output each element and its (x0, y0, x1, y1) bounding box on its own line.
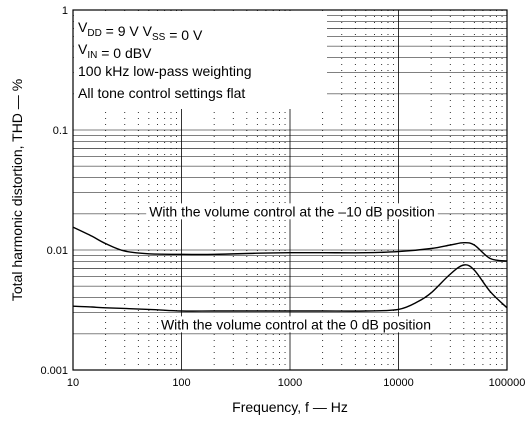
series-line (72, 226, 508, 262)
tick-labels: 10 100 1000 10000 100000 0.001 0.01 0.1 1 (40, 5, 525, 389)
x-tick-label: 10000 (383, 377, 414, 389)
plot-frame (72, 9, 508, 371)
x-tick-label: 100 (172, 377, 190, 389)
condition-line: VIN = 0 dBV (78, 41, 152, 61)
y-tick-label: 1 (62, 5, 68, 17)
series-curves (72, 226, 508, 312)
x-tick-label: 1000 (278, 377, 302, 389)
x-tick-label: 10 (67, 377, 79, 389)
condition-line: VDD = 9 V VSS = 0 V (78, 19, 203, 43)
series-label-group: With the volume control at the 0 dB posi… (157, 316, 435, 333)
x-axis-title: Frequency, f — Hz (232, 399, 348, 415)
conditions-note-backing (74, 11, 327, 109)
series-label-group: With the volume control at the –10 dB po… (146, 203, 438, 220)
series-label-backing (146, 203, 438, 220)
series-label: With the volume control at the –10 dB po… (149, 203, 435, 219)
y-tick-label: 0.1 (53, 125, 68, 137)
series-label: With the volume control at the 0 dB posi… (161, 316, 431, 332)
series-label-backing (157, 316, 435, 333)
series-labels: With the volume control at the –10 dB po… (146, 203, 438, 333)
x-tick-label: 100000 (489, 377, 526, 389)
series-line (72, 264, 508, 312)
y-axis-title: Total harmonic distortion, THD — % (9, 79, 25, 301)
condition-line: All tone control settings flat (78, 85, 245, 101)
y-tick-label: 0.001 (40, 365, 68, 377)
condition-line: 100 kHz low-pass weighting (78, 63, 252, 79)
y-tick-label: 0.01 (47, 245, 68, 257)
